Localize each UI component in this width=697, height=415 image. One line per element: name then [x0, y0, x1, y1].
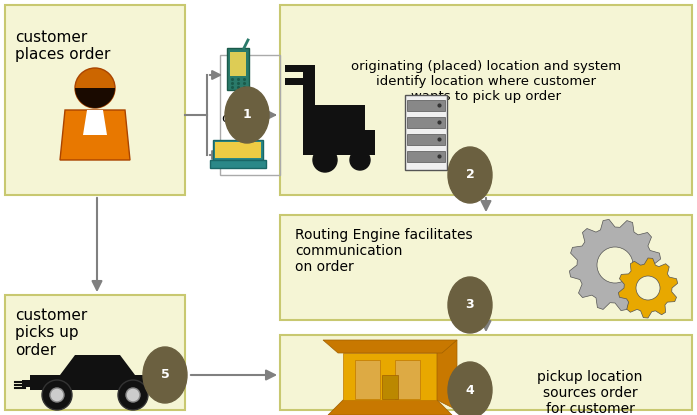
Ellipse shape [448, 362, 492, 415]
Ellipse shape [448, 277, 492, 333]
Text: pickup location
sources order
for customer: pickup location sources order for custom… [537, 370, 643, 415]
Polygon shape [328, 400, 452, 415]
Text: 3: 3 [466, 298, 475, 312]
Polygon shape [569, 220, 661, 310]
Ellipse shape [313, 148, 337, 172]
FancyBboxPatch shape [395, 360, 420, 399]
FancyBboxPatch shape [5, 5, 185, 195]
FancyBboxPatch shape [160, 380, 168, 387]
Ellipse shape [448, 147, 492, 203]
Text: or: or [222, 112, 234, 124]
Polygon shape [83, 110, 107, 135]
FancyBboxPatch shape [210, 160, 266, 168]
Ellipse shape [143, 347, 187, 403]
FancyBboxPatch shape [22, 380, 30, 387]
FancyBboxPatch shape [215, 142, 261, 158]
FancyBboxPatch shape [227, 48, 249, 90]
Polygon shape [30, 375, 160, 390]
Polygon shape [60, 110, 130, 160]
Ellipse shape [636, 276, 660, 300]
FancyBboxPatch shape [280, 215, 692, 320]
FancyBboxPatch shape [5, 295, 185, 410]
Ellipse shape [50, 388, 64, 402]
Ellipse shape [597, 247, 633, 283]
Text: customer
picks up
order: customer picks up order [15, 308, 87, 358]
Ellipse shape [118, 380, 148, 410]
FancyBboxPatch shape [407, 134, 445, 145]
FancyBboxPatch shape [310, 105, 365, 155]
Text: Routing Engine facilitates
communication
on order: Routing Engine facilitates communication… [295, 228, 473, 274]
Polygon shape [618, 258, 677, 318]
Text: originating (placed) location and system
identify location where customer
wants : originating (placed) location and system… [351, 60, 621, 103]
Ellipse shape [153, 379, 161, 387]
Text: customer
places order: customer places order [15, 30, 110, 62]
Text: 1: 1 [243, 108, 252, 122]
FancyBboxPatch shape [407, 117, 445, 128]
FancyBboxPatch shape [405, 95, 447, 170]
Polygon shape [60, 355, 135, 375]
Ellipse shape [126, 388, 140, 402]
FancyBboxPatch shape [285, 78, 308, 85]
Ellipse shape [225, 87, 269, 143]
Polygon shape [437, 340, 457, 410]
FancyBboxPatch shape [360, 130, 375, 155]
FancyBboxPatch shape [230, 52, 246, 76]
Polygon shape [75, 88, 115, 108]
FancyBboxPatch shape [355, 360, 380, 399]
FancyBboxPatch shape [303, 65, 315, 155]
Polygon shape [323, 340, 457, 353]
Text: 2: 2 [466, 168, 475, 181]
FancyBboxPatch shape [213, 140, 263, 160]
FancyBboxPatch shape [407, 100, 445, 111]
Text: 5: 5 [160, 369, 169, 381]
Ellipse shape [350, 150, 370, 170]
FancyBboxPatch shape [285, 65, 308, 72]
FancyBboxPatch shape [382, 375, 398, 399]
FancyBboxPatch shape [280, 335, 692, 410]
FancyBboxPatch shape [343, 353, 437, 400]
FancyBboxPatch shape [280, 5, 692, 195]
Ellipse shape [75, 68, 115, 108]
FancyBboxPatch shape [407, 151, 445, 162]
Text: 4: 4 [466, 383, 475, 396]
Ellipse shape [42, 380, 72, 410]
